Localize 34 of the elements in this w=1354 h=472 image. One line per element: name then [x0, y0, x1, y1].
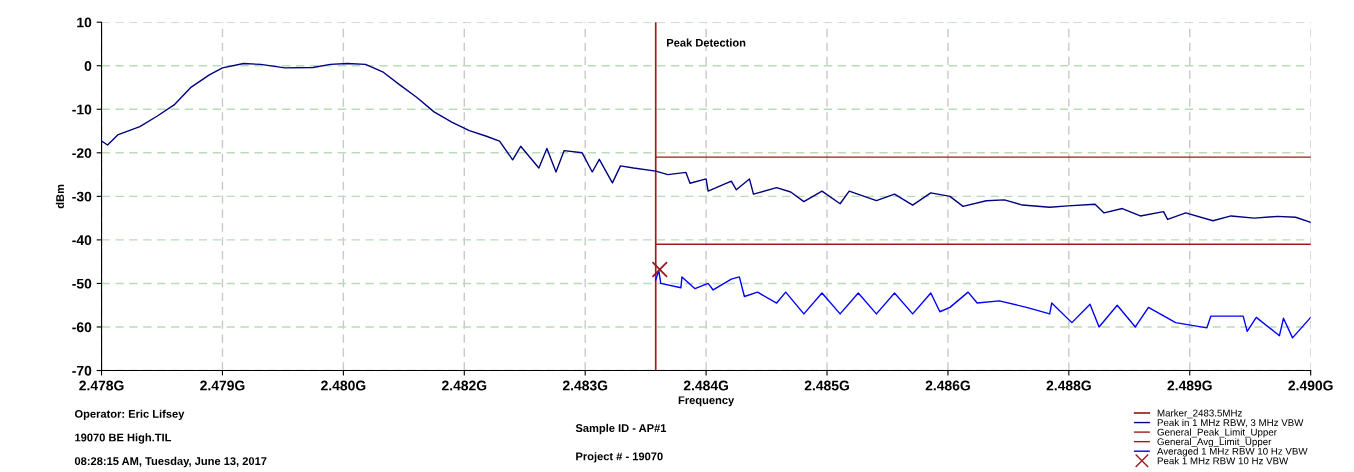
legend-label: Peak in 1 MHz RBW, 3 MHz VBW	[1157, 418, 1304, 428]
x-axis-title: Frequency	[678, 396, 735, 407]
y-tick-label: -30	[72, 191, 92, 202]
y-tick-label: -60	[72, 322, 92, 333]
y-tick-label: -50	[72, 278, 92, 289]
legend-label: Marker_2483.5MHz	[1157, 409, 1242, 419]
text: Sample ID - AP#1	[575, 423, 667, 435]
legend-label: Peak 1 MHz RBW 10 Hz VBW	[1157, 457, 1289, 465]
y-tick-label: 10	[77, 17, 92, 28]
y-tick-label: -40	[72, 235, 92, 246]
y-tick-label: -70	[72, 365, 92, 376]
x-tick-label: 2.482G	[441, 380, 487, 391]
x-tick-label: 2.486G	[925, 380, 970, 391]
x-tick-label: 2.485G	[804, 380, 849, 391]
x-tick-label: 2.483G	[562, 380, 608, 391]
legend-label: General_Peak_Limit_Upper	[1157, 428, 1277, 438]
legend-label: Averaged 1 MHz RBW 10 Hz VBW	[1157, 447, 1308, 457]
y-tick-label: 0	[84, 61, 92, 71]
text: Project # - 19070	[576, 452, 663, 463]
text: 19070 BE High.TIL	[75, 433, 172, 444]
text: Operator: Eric Lifsey	[74, 409, 185, 421]
x-tick-label: 2.489G	[1167, 380, 1212, 391]
x-tick-label: 2.490G	[1288, 380, 1333, 391]
y-tick-label: -10	[72, 104, 92, 115]
y-axis-title: dBm	[55, 184, 64, 209]
x-tick-label: 2.479G	[200, 380, 245, 391]
text: 08:28:15 AM, Tuesday, June 13, 2017	[74, 456, 267, 468]
x-tick-label: 2.484G	[683, 380, 729, 391]
text: Peak Detection	[667, 38, 746, 47]
legend-label: General_Avg_Limit_Upper	[1157, 438, 1272, 448]
y-tick-label: -20	[72, 148, 92, 158]
x-tick-label: 2.488G	[1046, 380, 1091, 391]
x-tick-label: 2.480G	[321, 380, 366, 391]
x-tick-label: 2.478G	[79, 380, 124, 391]
